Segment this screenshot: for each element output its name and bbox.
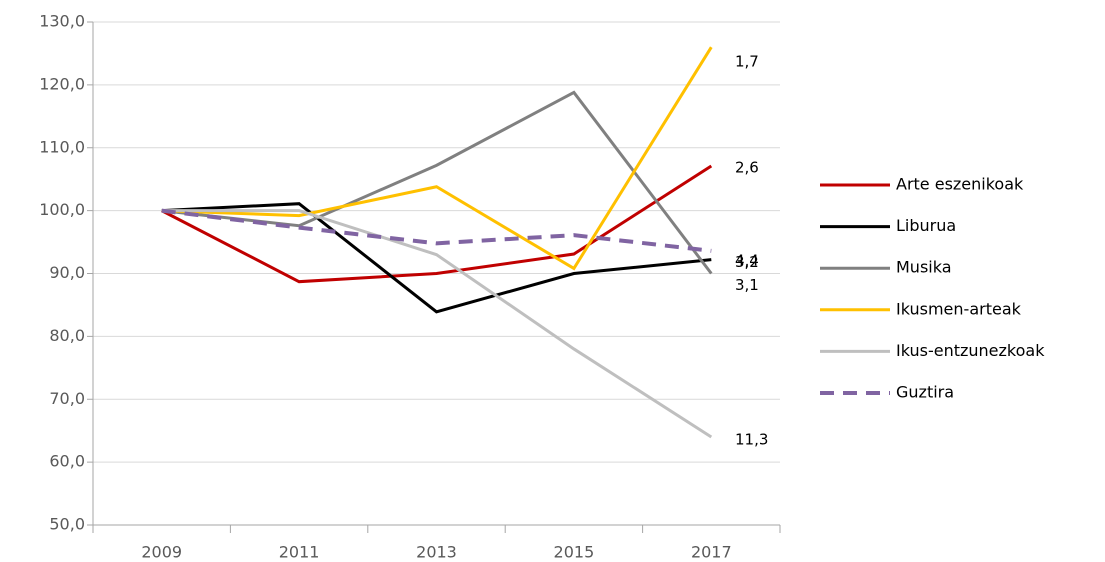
end-label: 3,2 (735, 253, 759, 271)
legend-label: Ikusmen-arteak (896, 299, 1022, 318)
y-tick-label: 100,0 (39, 200, 85, 219)
series-line (161, 164, 713, 284)
x-tick-label: 2017 (691, 543, 732, 562)
x-tick-label: 2013 (416, 543, 457, 562)
y-tick-label: 130,0 (39, 12, 85, 31)
end-label: 11,3 (735, 430, 768, 448)
x-tick-label: 2015 (554, 543, 595, 562)
series-line (161, 208, 712, 253)
end-label: 2,6 (735, 158, 759, 176)
series-line (161, 209, 713, 439)
y-tick-label: 120,0 (39, 74, 85, 93)
y-tick-label: 80,0 (49, 326, 85, 345)
y-tick-label: 50,0 (49, 515, 85, 534)
x-tick-label: 2009 (141, 543, 182, 562)
legend-label: Ikus-entzunezkoak (896, 341, 1045, 360)
x-tick-label: 2011 (279, 543, 320, 562)
y-tick-label: 70,0 (49, 389, 85, 408)
y-tick-label: 60,0 (49, 452, 85, 471)
series-line (161, 202, 712, 314)
series-line (161, 90, 713, 275)
y-tick-label: 90,0 (49, 263, 85, 282)
legend-label: Arte eszenikoak (896, 175, 1024, 194)
end-label: 3,1 (735, 276, 759, 294)
end-label: 4,4 (735, 251, 759, 269)
series-line (161, 46, 713, 271)
legend-label: Guztira (896, 383, 954, 402)
end-label: 1,7 (735, 53, 759, 71)
legend-label: Musika (896, 258, 952, 277)
legend-label: Liburua (896, 216, 956, 235)
y-tick-label: 110,0 (39, 137, 85, 156)
